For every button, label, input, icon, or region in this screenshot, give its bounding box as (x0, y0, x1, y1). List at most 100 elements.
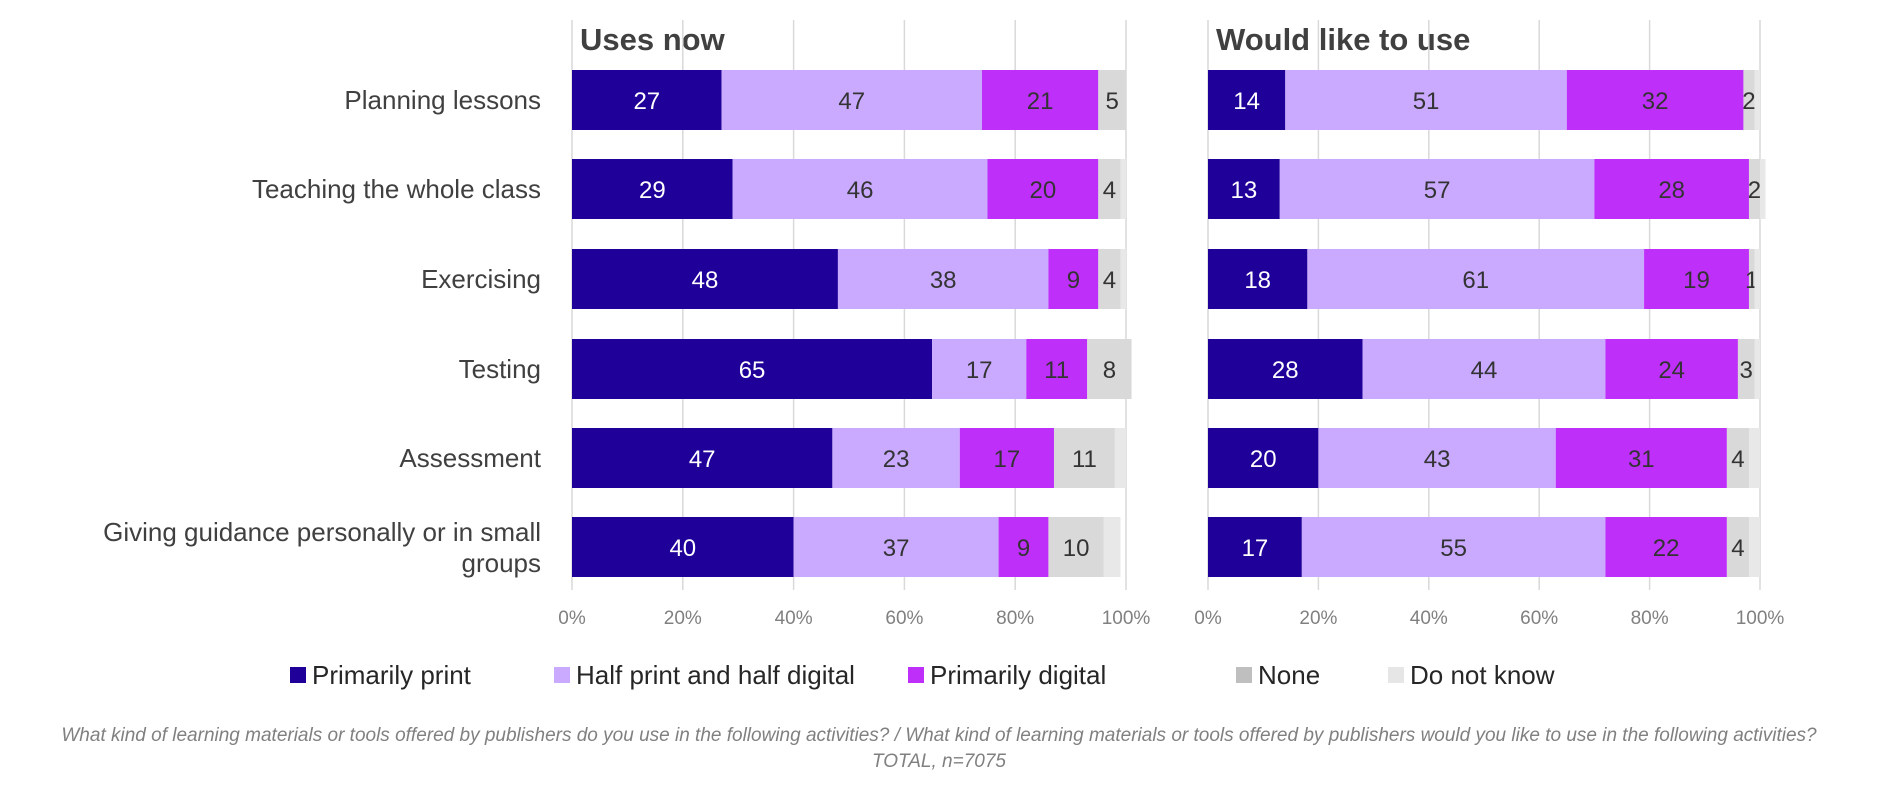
bar-segment (732, 159, 988, 219)
bar-segment (1208, 70, 1286, 130)
legend-swatch (554, 667, 570, 683)
data-label: 23 (883, 446, 910, 473)
data-label: 40 (669, 535, 696, 562)
bar-segment (1594, 159, 1749, 219)
data-label: 22 (1653, 535, 1680, 562)
category-label: Teaching the whole class (252, 174, 541, 204)
data-label: 11 (1044, 357, 1069, 384)
data-label: 61 (1462, 267, 1489, 294)
data-label: 20 (1250, 446, 1277, 473)
data-label: 17 (994, 446, 1021, 473)
bar-segment (1743, 70, 1755, 130)
panel-title: Would like to use (1216, 22, 1470, 57)
data-label: 5 (1105, 88, 1118, 115)
bar-segment (1120, 159, 1126, 219)
bar-segment (1120, 249, 1126, 309)
category-label: Exercising (421, 264, 541, 294)
data-label: 13 (1231, 177, 1258, 204)
bar-segment (572, 428, 833, 488)
data-label: 21 (1027, 88, 1054, 115)
data-label: 28 (1658, 177, 1685, 204)
bar-segment (1208, 159, 1280, 219)
data-label: 46 (847, 177, 874, 204)
bar-segment (1318, 428, 1556, 488)
category-label: Giving guidance personally or in small gr… (103, 517, 541, 578)
data-label: 47 (838, 88, 865, 115)
bar-segment (1208, 517, 1302, 577)
footnote-sample: TOTAL, n=7075 (872, 751, 1006, 772)
bar-segment (1048, 249, 1099, 309)
bar-segment (1605, 339, 1738, 399)
data-label: 44 (1471, 357, 1498, 384)
bar-segment (1208, 428, 1319, 488)
data-label: 10 (1063, 535, 1090, 562)
bar-segment (837, 249, 1049, 309)
data-label: 43 (1424, 446, 1451, 473)
x-tick-label: 100% (1736, 608, 1785, 629)
bar-segment (1362, 339, 1606, 399)
data-label: 4 (1731, 535, 1744, 562)
data-label: 3 (1740, 357, 1753, 384)
data-label: 17 (1242, 535, 1269, 562)
category-label-line: Giving guidance personally or in small (103, 517, 541, 547)
data-label: 9 (1017, 535, 1030, 562)
bar-segment (572, 70, 722, 130)
bar-segment (1754, 249, 1760, 309)
data-label: 8 (1103, 357, 1116, 384)
bar-segment (1208, 339, 1363, 399)
bar-segment (1748, 517, 1760, 577)
bar-segment (1748, 428, 1760, 488)
bar-segment (572, 159, 733, 219)
data-label: 31 (1628, 446, 1655, 473)
bar-segment (932, 339, 1027, 399)
x-tick-label: 20% (1299, 608, 1337, 629)
bar-segment (1605, 517, 1727, 577)
data-label: 19 (1683, 267, 1710, 294)
panel-1: Would like to use 0% 20% 40% 60% 80% 100% 14 51 3… (1194, 20, 1784, 629)
bar-segment (1026, 339, 1088, 399)
bar-segment (1737, 339, 1755, 399)
legend-label: Primarily digital (930, 660, 1106, 690)
bar-segment (793, 517, 999, 577)
bar-segment (1098, 159, 1121, 219)
bar-segment (1726, 428, 1749, 488)
x-tick-label: 40% (775, 608, 813, 629)
legend-label: Primarily print (312, 660, 472, 690)
legend: Primarily print Half print and half digit… (290, 660, 1555, 690)
bar-segment (1748, 249, 1755, 309)
x-tick-label: 60% (885, 608, 923, 629)
bar-segment (1098, 249, 1121, 309)
bar-segment (959, 428, 1054, 488)
bar-segment (1726, 517, 1749, 577)
data-label: 20 (1030, 177, 1057, 204)
data-label: 55 (1440, 535, 1467, 562)
bar-segment (1555, 428, 1727, 488)
bar-segment (1053, 428, 1115, 488)
data-label: 4 (1103, 267, 1116, 294)
data-label: 28 (1272, 357, 1299, 384)
data-label: 4 (1103, 177, 1116, 204)
data-label: 14 (1233, 88, 1260, 115)
data-label: 2 (1748, 177, 1761, 204)
data-label: 57 (1424, 177, 1451, 204)
data-label: 47 (689, 446, 716, 473)
category-label: Planning lessons (344, 85, 541, 115)
x-tick-label: 40% (1410, 608, 1448, 629)
legend-label: Do not know (1410, 660, 1555, 690)
data-label: 65 (739, 357, 766, 384)
legend-swatch (908, 667, 924, 683)
bar-segment (1087, 339, 1132, 399)
bar-segment (1114, 428, 1126, 488)
panel-title: Uses now (580, 22, 726, 57)
bar-segment (987, 159, 1099, 219)
bar-segment (1566, 70, 1744, 130)
data-label: 4 (1731, 446, 1744, 473)
bar-segment (981, 70, 1099, 130)
data-label: 18 (1244, 267, 1271, 294)
bar-segment (1208, 249, 1308, 309)
bar-segment (1754, 70, 1760, 130)
bar-segment (998, 517, 1049, 577)
bar-segment (1285, 70, 1567, 130)
bar-segment (1748, 159, 1760, 219)
bar-segment (1754, 339, 1760, 399)
